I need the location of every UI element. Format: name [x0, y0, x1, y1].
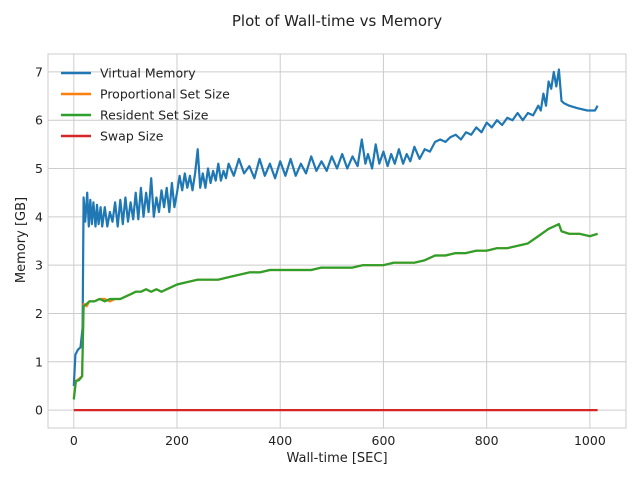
plot-area-frame	[47, 53, 627, 429]
x-tick-label: 0	[70, 433, 78, 448]
y-axis-label: Memory [GB]	[14, 197, 29, 283]
x-tick-label: 800	[475, 433, 499, 448]
chart-title: Plot of Wall-time vs Memory	[232, 12, 442, 30]
y-tick-label: 1	[35, 354, 43, 369]
series-line-resident-set-size	[72, 223, 598, 400]
y-tick-label: 2	[35, 306, 43, 321]
y-tick-label: 5	[35, 161, 43, 176]
series-lines	[72, 68, 599, 412]
x-tick-label: 1000	[574, 433, 606, 448]
y-tick-label: 7	[35, 64, 43, 79]
y-tick-label: 6	[35, 113, 43, 128]
series-line-proportional-set-size	[72, 223, 598, 399]
y-tick-label: 4	[35, 209, 43, 224]
legend-label: Virtual Memory	[100, 66, 196, 81]
legend-label: Proportional Set Size	[100, 87, 230, 102]
x-tick-label: 400	[268, 433, 292, 448]
series-line-virtual-memory	[72, 68, 599, 387]
x-tick-label: 600	[372, 433, 396, 448]
x-tick-label: 200	[165, 433, 189, 448]
legend: Virtual Memory Proportional Set Size Resid…	[61, 66, 230, 144]
legend-label: Resident Set Size	[100, 108, 209, 123]
x-tick-labels: 0 200 400 600 800 1000	[70, 433, 606, 448]
y-tick-label: 3	[35, 258, 43, 273]
legend-label: Swap Size	[100, 129, 164, 144]
x-axis-label: Wall-time [SEC]	[286, 451, 387, 466]
y-tick-label: 0	[35, 403, 43, 418]
y-tick-labels: 0 1 2 3 4 5 6 7	[35, 64, 43, 417]
